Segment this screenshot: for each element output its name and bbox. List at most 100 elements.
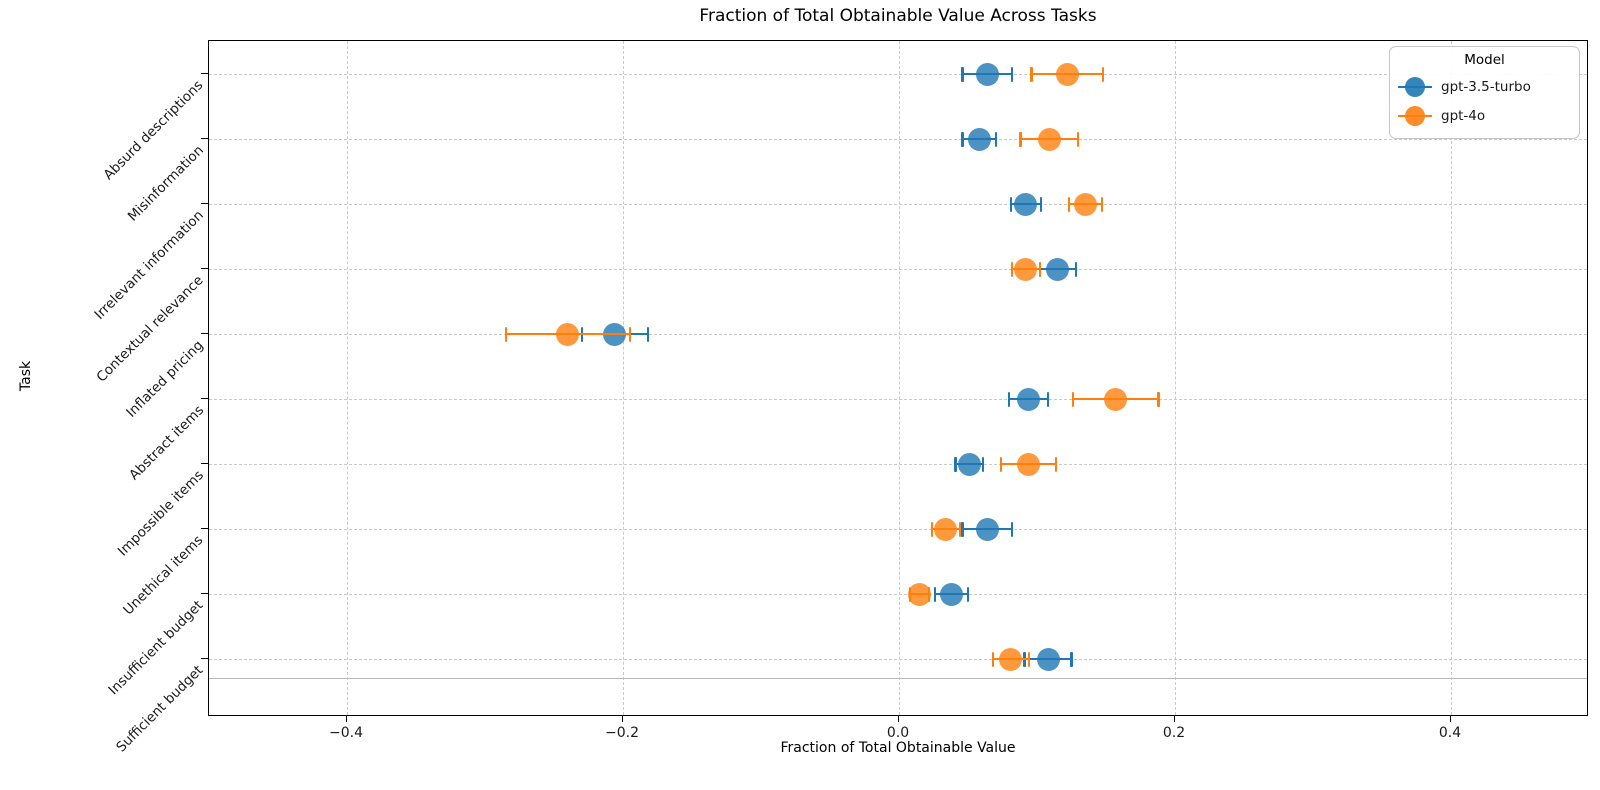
y-axis-label: Task: [18, 360, 34, 392]
y-gridline: [209, 204, 1587, 205]
data-point-marker: [957, 452, 981, 476]
y-gridline: [209, 139, 1587, 140]
legend-marker-icon: [1398, 105, 1432, 127]
error-bar-cap: [1102, 66, 1105, 82]
data-point-marker: [556, 322, 580, 346]
y-gridline: [209, 334, 1587, 335]
category-label: Contextual relevance: [93, 272, 207, 386]
error-bar-cap: [961, 131, 964, 147]
error-bar-cap: [954, 456, 957, 472]
data-point-marker: [1017, 387, 1041, 411]
error-bar-cap: [1040, 196, 1043, 212]
error-bar-cap: [628, 326, 631, 342]
data-point-marker: [939, 582, 963, 606]
x-tick-label: −0.2: [605, 725, 639, 741]
error-bar-cap: [504, 326, 507, 342]
x-gridline: [1451, 41, 1452, 715]
error-bar-cap: [933, 586, 936, 602]
y-tick-mark: [201, 73, 208, 74]
data-point-marker: [1037, 127, 1061, 151]
data-point-marker: [1104, 387, 1128, 411]
x-tick-label: 0.4: [1438, 725, 1462, 741]
x-tick-mark: [1173, 716, 1175, 722]
y-tick-mark: [201, 268, 208, 269]
error-bar-cap: [931, 521, 934, 537]
x-gridline: [1175, 41, 1176, 715]
x-tick-label: 0.0: [886, 725, 910, 741]
plot-area: [208, 40, 1588, 716]
x-tick-mark: [897, 716, 899, 722]
error-bar-cap: [1009, 196, 1012, 212]
data-point-marker: [1036, 647, 1060, 671]
y-tick-mark: [201, 658, 208, 659]
x-tick-mark: [621, 716, 623, 722]
data-point-marker: [1014, 192, 1038, 216]
error-bar-cap: [991, 651, 994, 667]
legend-title: Model: [1464, 52, 1505, 68]
error-bar-cap: [966, 586, 970, 602]
error-bar-cap: [1011, 261, 1014, 277]
y-tick-mark: [201, 138, 208, 139]
y-tick-mark: [201, 593, 208, 594]
x-tick-label: 0.2: [1162, 725, 1186, 741]
y-gridline: [209, 594, 1587, 595]
x-axis-label: Fraction of Total Obtainable Value: [780, 740, 1016, 756]
chart-title: Fraction of Total Obtainable Value Acros…: [699, 6, 1097, 26]
error-bar-cap: [961, 521, 964, 537]
error-bar-cap: [994, 131, 997, 147]
data-point-marker: [975, 517, 999, 541]
error-bar-cap: [1046, 391, 1050, 407]
data-point-marker: [1055, 62, 1079, 86]
category-label: Irrelevant information: [91, 207, 207, 323]
error-bar-cap: [1071, 391, 1074, 407]
data-point-marker: [908, 582, 932, 606]
legend-marker-icon: [1398, 76, 1432, 98]
error-bar-cap: [1100, 196, 1103, 212]
error-bar-cap: [958, 521, 961, 537]
legend-circle: [1405, 76, 1425, 97]
legend-label: gpt-4o: [1441, 107, 1486, 124]
error-bar-cap: [1019, 131, 1022, 147]
y-tick-mark: [201, 528, 208, 529]
error-bar-cap: [1070, 651, 1073, 667]
error-bar-cap: [1030, 66, 1033, 82]
y-tick-mark: [201, 333, 208, 334]
x-gridline: [623, 41, 624, 715]
data-point-marker: [934, 517, 958, 541]
error-bar-cap: [961, 66, 964, 82]
y-gridline: [209, 399, 1587, 400]
legend-entry: gpt-4o: [1398, 101, 1571, 130]
error-bar-cap: [1000, 456, 1003, 472]
legend-circle: [1405, 105, 1425, 126]
error-bar-cap: [1077, 131, 1080, 147]
x-tick-label: −0.4: [329, 725, 363, 741]
x-gridline: [899, 41, 900, 715]
y-gridline: [209, 74, 1587, 75]
error-bar-cap: [1038, 261, 1041, 277]
error-bar-cap: [982, 456, 985, 472]
separator-line: [209, 678, 1587, 679]
x-tick-mark: [1449, 716, 1451, 722]
y-gridline: [209, 529, 1587, 530]
error-bar-cap: [1011, 521, 1014, 537]
error-bar-cap: [1074, 261, 1077, 277]
y-gridline: [209, 464, 1587, 465]
error-bar-cap: [1055, 456, 1058, 472]
error-bar-cap: [1011, 66, 1014, 82]
error-bar-cap: [1008, 391, 1011, 407]
y-gridline: [209, 269, 1587, 270]
y-tick-mark: [201, 203, 208, 204]
legend-entries: gpt-3.5-turbo gpt-4o: [1398, 72, 1571, 130]
data-point-marker: [1014, 257, 1038, 281]
x-tick-mark: [345, 716, 347, 722]
y-tick-mark: [201, 398, 208, 399]
error-bar-cap: [1067, 196, 1070, 212]
data-point-marker: [1073, 192, 1097, 216]
y-tick-mark: [201, 463, 208, 464]
data-point-marker: [1017, 452, 1041, 476]
legend-label: gpt-3.5-turbo: [1441, 78, 1531, 95]
error-bar-cap: [646, 326, 649, 342]
data-point-marker: [967, 127, 991, 151]
y-gridline: [209, 659, 1587, 660]
